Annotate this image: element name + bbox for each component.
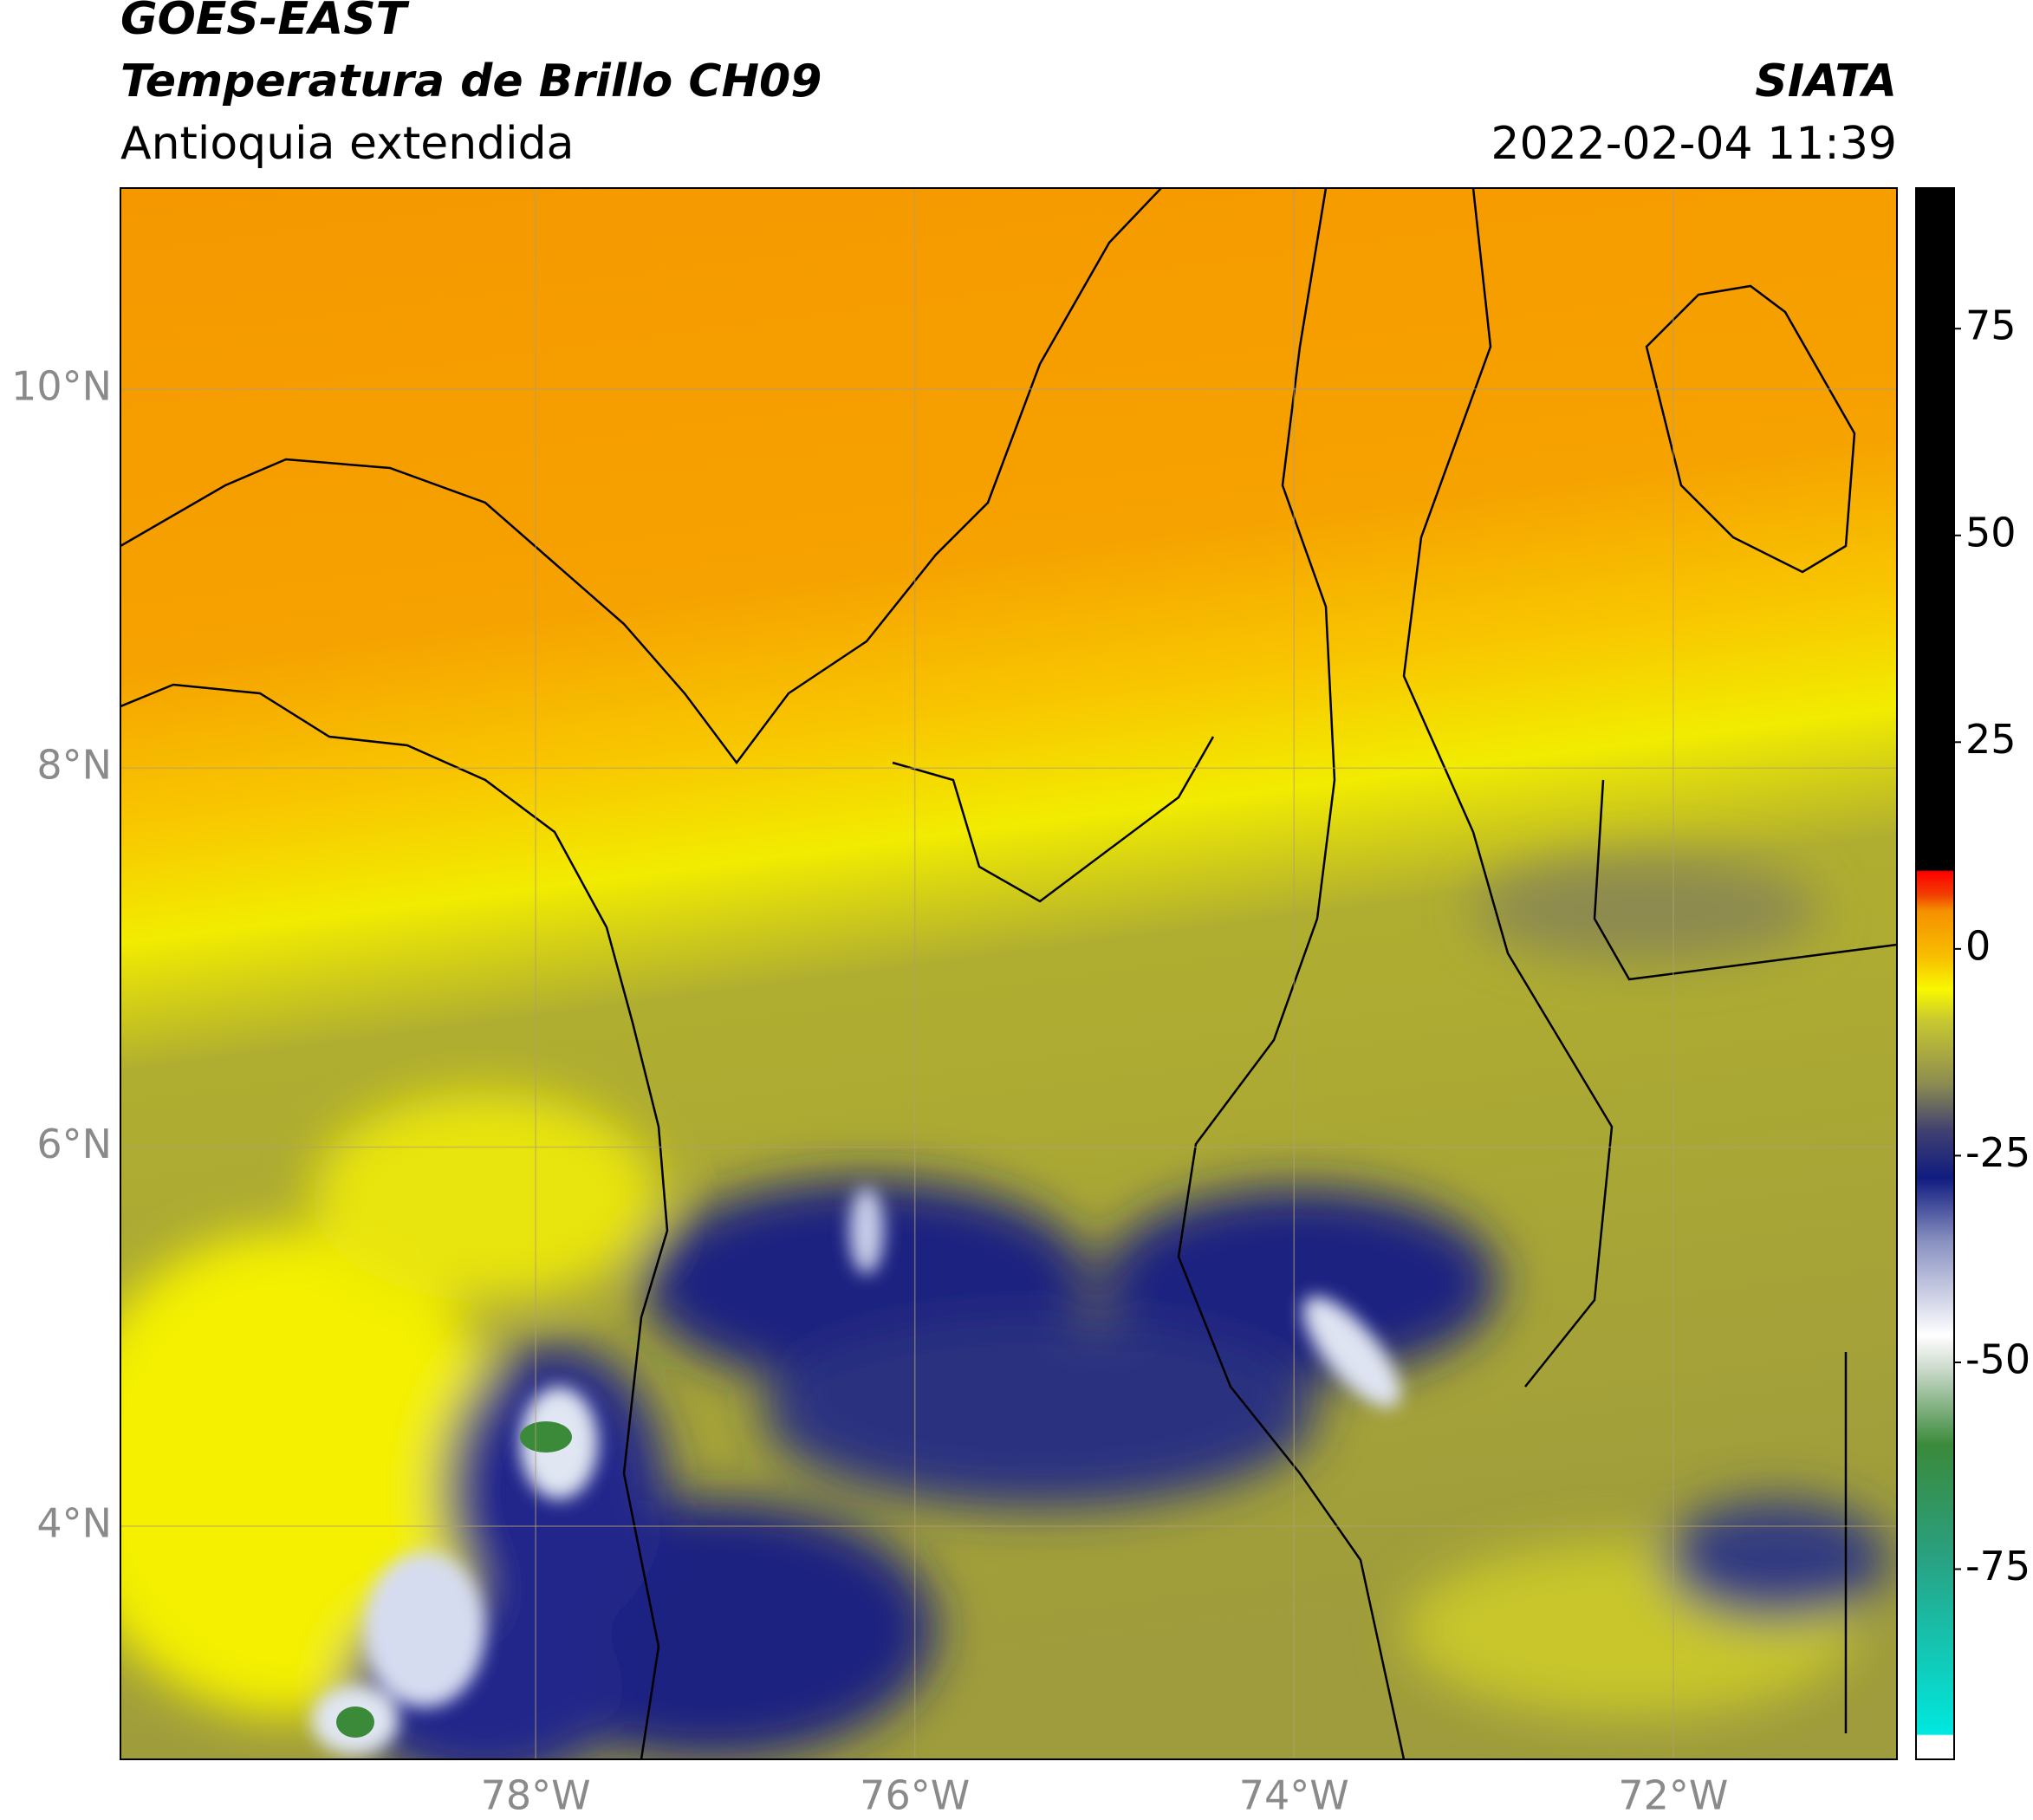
colorbar-tick-label: 0 (1965, 922, 1991, 969)
source: SIATA (1755, 55, 1897, 107)
y-tick-label: 10°N (11, 362, 112, 409)
colorbar-tick-label: -50 (1965, 1336, 2030, 1382)
map-frame (120, 187, 1898, 1760)
borders (120, 188, 1897, 1759)
x-tick-label: 72°W (1618, 1772, 1728, 1819)
subtitle: Temperatura de Brillo CH09 (120, 55, 822, 107)
timestamp: 2022-02-04 11:39 (1491, 118, 1897, 170)
x-tick-label: 76°W (860, 1772, 970, 1819)
title: GOES-EAST (120, 0, 410, 45)
colorbar-tick-label: 50 (1965, 509, 2017, 556)
colorbar-tick-label: -75 (1965, 1543, 2030, 1589)
colorbar (1915, 187, 1955, 1760)
cold-core (520, 1421, 572, 1453)
x-tick-label: 74°W (1239, 1772, 1349, 1819)
x-tick-label: 78°W (481, 1772, 591, 1819)
colorbar-tick-label: 25 (1965, 716, 2017, 763)
y-tick-label: 8°N (36, 742, 112, 789)
colorbar-tick-label: -25 (1965, 1129, 2030, 1176)
y-tick-label: 4°N (36, 1500, 112, 1547)
region: Antioquia extendida (120, 118, 575, 170)
colorbar-tick-label: 75 (1965, 302, 2017, 349)
cold-core (336, 1706, 374, 1738)
y-tick-label: 6°N (36, 1121, 112, 1167)
map (120, 188, 1897, 1759)
